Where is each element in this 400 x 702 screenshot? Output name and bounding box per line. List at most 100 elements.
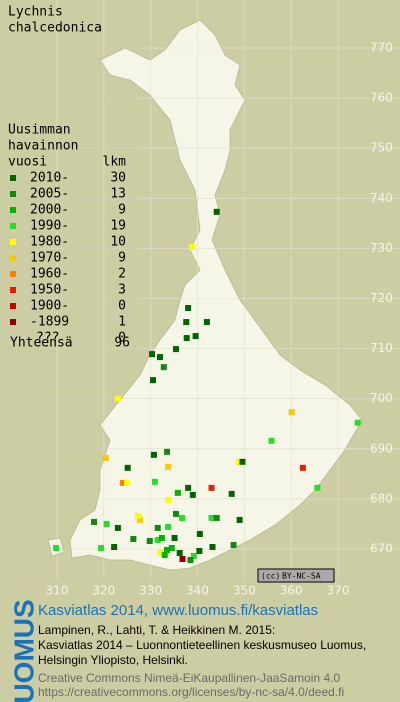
legend-title: havainnon [8, 139, 78, 154]
legend-count: 30 [110, 171, 126, 186]
legend-count: 0 [118, 299, 126, 314]
observation-square [124, 479, 131, 486]
observation-square [235, 458, 242, 465]
legend-swatch [10, 335, 16, 341]
observation-square [209, 543, 216, 550]
observation-square [171, 534, 178, 541]
license-text: Creative Commons Nimeä-EiKaupallinen-Jaa… [38, 671, 340, 685]
observation-square [114, 524, 121, 531]
legend-swatch [10, 223, 16, 229]
legend-label: 1960- [30, 267, 69, 282]
legend-col-period: vuosi [8, 155, 47, 170]
inner-grid [40, 0, 400, 580]
legend-swatch [10, 191, 16, 197]
legend-count: 1 [118, 315, 126, 330]
observation-square [185, 305, 192, 312]
observation-square [288, 409, 295, 416]
observation-square [158, 534, 165, 541]
observation-square [354, 419, 361, 426]
observation-square [164, 448, 171, 455]
observation-square [157, 354, 164, 361]
x-tick-label: 350 [233, 584, 256, 598]
observation-square [208, 484, 215, 491]
legend-count: 13 [110, 187, 126, 202]
observation-square [164, 523, 171, 530]
legend-count: 3 [118, 283, 126, 298]
observation-square [299, 464, 306, 471]
y-tick-label: 730 [370, 241, 393, 255]
observation-square [102, 454, 109, 461]
x-tick-label: 310 [46, 584, 69, 598]
observation-square [208, 514, 215, 521]
legend-count: 0 [118, 331, 126, 346]
observation-square [213, 208, 220, 215]
observation-square [228, 490, 235, 497]
legend-label: 1900- [30, 299, 69, 314]
observation-square [196, 548, 203, 555]
observation-square [164, 547, 171, 554]
y-tick-label: 680 [370, 491, 393, 505]
observation-square [213, 514, 220, 521]
legend-label: -1899 [30, 315, 69, 330]
observation-square [154, 524, 161, 531]
observation-square [151, 478, 158, 485]
legend-swatch [10, 287, 16, 293]
total-count: 96 [114, 336, 130, 351]
legend-label: 2005- [30, 187, 69, 202]
observation-square [111, 543, 118, 550]
y-tick-label: 740 [370, 191, 393, 205]
observation-square [130, 535, 137, 542]
legend-label: 1980- [30, 235, 69, 250]
observation-square [164, 463, 171, 470]
license-badge: (cc) BY-NC-SA [257, 568, 335, 583]
legend-swatch [10, 207, 16, 213]
license-url: https://creativecommons.org/licenses/by-… [38, 685, 344, 699]
y-tick-label: 720 [370, 291, 393, 305]
legend-swatch [10, 319, 16, 325]
y-tick-label: 700 [370, 391, 393, 405]
observation-square [183, 335, 190, 342]
observation-square [268, 437, 275, 444]
observation-square [196, 530, 203, 537]
legend-swatch [10, 271, 16, 277]
observation-square [314, 484, 321, 491]
y-tick-label: 670 [370, 542, 393, 556]
observation-square [154, 536, 161, 543]
observation-square [172, 346, 179, 353]
observation-square [185, 484, 192, 491]
x-tick-label: 330 [139, 584, 162, 598]
legend-label: 1970- [30, 251, 69, 266]
observation-square [114, 395, 121, 402]
total-label: Yhteensä [10, 336, 73, 351]
observation-square [230, 541, 237, 548]
observation-square [103, 520, 110, 527]
observation-square [192, 333, 199, 340]
observation-square [157, 549, 164, 556]
legend-title: Uusimman [8, 123, 71, 138]
y-tick-label: 750 [370, 141, 393, 155]
y-tick-label: 770 [370, 41, 393, 55]
observation-square [179, 514, 186, 521]
observation-square [160, 364, 167, 371]
observation-square [135, 512, 142, 519]
legend-label: 1950- [30, 283, 69, 298]
legend-count: 19 [110, 219, 126, 234]
headline: Kasviatlas 2014, www.luomus.fi/kasviatla… [38, 602, 318, 619]
legend-count: 9 [118, 203, 126, 218]
legend-count: 2 [118, 267, 126, 282]
species-name: Lychnis [8, 5, 63, 20]
observation-square [172, 510, 179, 517]
observation-square [190, 553, 197, 560]
observation-square [203, 319, 210, 326]
observation-square [150, 451, 157, 458]
legend-label: ??? [36, 331, 59, 346]
observation-square [183, 319, 190, 326]
observation-square [150, 377, 157, 384]
observation-square [146, 537, 153, 544]
legend-count: 10 [110, 235, 126, 250]
observation-square [98, 544, 105, 551]
legend-swatch [10, 303, 16, 309]
x-tick-label: 340 [186, 584, 209, 598]
